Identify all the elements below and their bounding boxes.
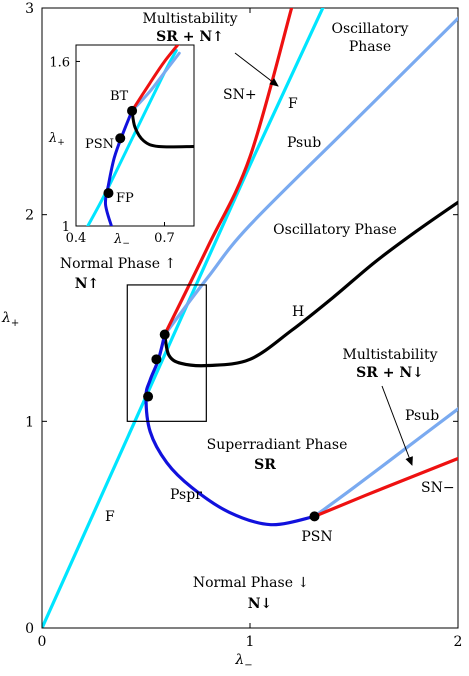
main-points-group (143, 329, 320, 522)
inset-points-group (103, 105, 138, 199)
annot-oscillatory-top-1: Oscillatory (332, 21, 409, 37)
main-ticks-group: 0 1 2 0 1 2 3 (25, 1, 462, 650)
annot-superradiant: Superradiant Phase (207, 437, 348, 453)
inset-label-psn: PSN (85, 137, 114, 152)
inset-point-bt (127, 105, 138, 116)
main-point-3 (309, 511, 320, 522)
inset-label-fp: FP (116, 191, 134, 206)
annot-sn-plus: SN+ (223, 87, 257, 103)
inset-x-tick-label-1: 0.7 (154, 231, 175, 246)
inset-x-label: λ− (113, 232, 130, 249)
inset-line-sn- (130, 45, 180, 113)
annot-oscillatory-top-2: Phase (349, 39, 391, 55)
series-line-pspr (144, 332, 317, 527)
annot-f-bottom: F (105, 509, 115, 525)
annot-normal-down: Normal Phase ↓ (193, 575, 309, 591)
annot-multistability-top: Multistability (142, 11, 237, 27)
series-line-h (163, 200, 458, 368)
x-tick-label-1: 1 (246, 634, 255, 650)
inset-label-bt: BT (110, 89, 129, 104)
annot-psn: PSN (301, 529, 332, 545)
y-axis-label: λ+ (1, 310, 19, 329)
inset-y-tick-label-0: 1 (62, 220, 70, 235)
x-tick-label-2: 2 (454, 634, 463, 650)
y-tick-label-2: 2 (25, 208, 34, 224)
annot-psub-right: Psub (405, 408, 439, 424)
x-axis-label: λ− (234, 652, 252, 671)
y-tick-label-0: 0 (25, 621, 34, 637)
inset-point-fp (103, 188, 114, 199)
inset-series-group (86, 45, 194, 226)
annot-normal-up: Normal Phase ↑ (60, 256, 176, 272)
arrow-multistability-top (234, 52, 279, 87)
inset-y-label: λ+ (48, 131, 65, 148)
series-line-sn- (312, 456, 458, 518)
main-point-2 (143, 391, 154, 402)
annot-normal-down-sym: N↓ (248, 596, 273, 612)
series-line-sn- (163, 8, 294, 337)
annot-f-top: F (288, 96, 298, 112)
y-tick-label-1: 1 (25, 414, 34, 430)
zoom-box (126, 284, 207, 422)
main-point-1 (151, 354, 162, 365)
inset-x-tick-label-0: 0.4 (66, 231, 87, 246)
inset-line-psub (130, 51, 181, 113)
series-line-psub-upper- (163, 16, 458, 337)
inset-y-tick-label-1: 1.6 (49, 55, 70, 70)
annot-normal-up-sym: N↑ (75, 276, 100, 292)
annot-superradiant-sym: SR (254, 457, 276, 473)
inset-line-f (86, 48, 178, 226)
inset-line-h (130, 109, 194, 149)
annot-h: H (292, 304, 304, 320)
annot-pspr: Pspr (170, 487, 202, 503)
inset-ticks-group: 0.4 0.7 1 1.6 (49, 55, 175, 246)
annot-psub-top: Psub (287, 135, 321, 151)
x-tick-label-0: 0 (38, 634, 47, 650)
annot-multistability-top-sym: SR + N↑ (156, 29, 224, 45)
annot-multistability-right-sym: SR + N↓ (356, 365, 424, 381)
series-line-psub-lower- (312, 407, 458, 518)
annot-multistability-right: Multistability (342, 347, 437, 363)
annot-sn-minus: SN− (421, 480, 455, 496)
arrow-multistability-right (381, 385, 413, 466)
annot-oscillatory-mid: Oscillatory Phase (273, 222, 397, 238)
y-tick-label-3: 3 (25, 1, 34, 17)
main-point-0 (159, 329, 170, 340)
inset-point-psn (115, 133, 126, 144)
inset-line-pspr (103, 109, 134, 226)
series-line-f (42, 8, 325, 628)
